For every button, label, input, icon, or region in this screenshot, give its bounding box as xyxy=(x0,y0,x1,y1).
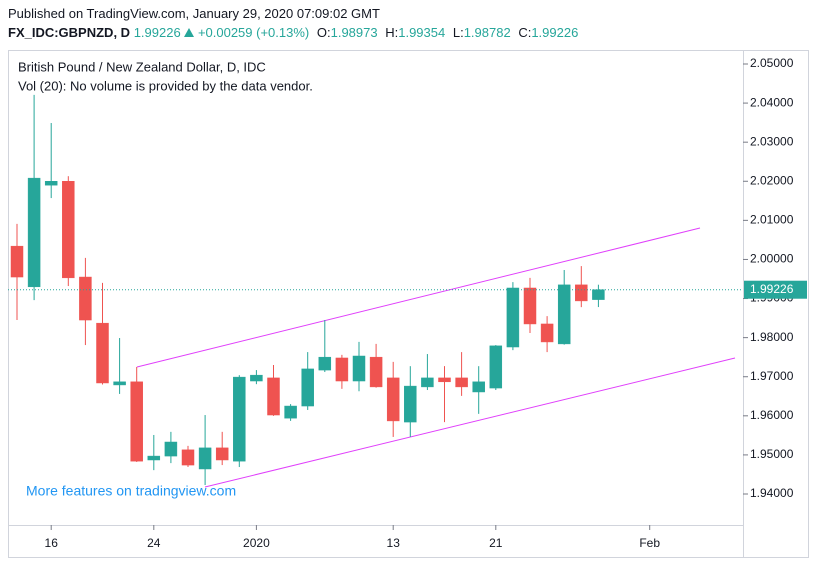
x-tick-label: 2020 xyxy=(243,536,270,550)
ohlc-label: H: xyxy=(385,25,399,40)
candle-body xyxy=(62,181,75,279)
last-price: 1.99226 xyxy=(133,25,181,40)
symbol: FX_IDC:GBPNZD, D xyxy=(8,25,131,40)
ohlc-value: 1.98782 xyxy=(463,25,511,40)
candle-body xyxy=(506,287,520,348)
candle-body xyxy=(472,381,485,393)
candle-body xyxy=(27,177,41,288)
y-tick-label: 1.97000 xyxy=(750,369,794,383)
ohlc-label: C: xyxy=(518,25,532,40)
y-tick-label: 2.04000 xyxy=(750,95,794,109)
y-tick-label: 1.96000 xyxy=(750,408,794,422)
y-tick-label: 2.00000 xyxy=(750,252,794,266)
x-tick-label: 24 xyxy=(147,536,161,550)
chart-frame xyxy=(8,50,809,558)
y-tick-label: 2.03000 xyxy=(750,134,794,148)
candle-body xyxy=(215,447,229,461)
x-tick-label: 21 xyxy=(489,536,503,550)
y-tick-label: 1.94000 xyxy=(750,486,794,500)
candle-body xyxy=(455,377,468,388)
ohlc-value: 1.98973 xyxy=(330,25,378,40)
candle-body xyxy=(557,284,571,345)
candle-body xyxy=(369,356,383,388)
chart-subtitle: Vol (20): No volume is provided by the d… xyxy=(18,78,313,93)
candle-body xyxy=(575,284,588,302)
trend-line xyxy=(204,357,736,488)
promo-link[interactable]: More features on tradingview.com xyxy=(26,483,236,499)
candle-body xyxy=(438,377,451,383)
candle-body xyxy=(335,357,349,382)
change: +0.00259 (+0.13%) xyxy=(197,25,310,40)
chart-title: British Pound / New Zealand Dollar, D, I… xyxy=(18,59,266,74)
candle-body xyxy=(386,377,400,422)
up-arrow xyxy=(184,28,195,37)
candle-body xyxy=(267,377,280,416)
candle-body xyxy=(540,323,554,343)
candle-body xyxy=(164,441,178,457)
y-tick-label: 2.01000 xyxy=(750,213,794,227)
x-tick-label: Feb xyxy=(639,536,660,550)
symbol-line: FX_IDC:GBPNZD, D 1.99226 +0.00259 (+0.13… xyxy=(8,25,578,40)
x-tick-label: 16 xyxy=(45,536,59,550)
candle-body xyxy=(10,245,24,278)
trend-line xyxy=(136,227,701,368)
ohlc-value: 1.99226 xyxy=(531,25,579,40)
x-tick-label: 13 xyxy=(387,536,401,550)
ohlc-label: L: xyxy=(452,25,464,40)
candle-body xyxy=(250,374,263,382)
last-price-box xyxy=(744,280,807,299)
candle-body xyxy=(301,368,314,407)
ohlc-label: O: xyxy=(316,25,331,40)
candle-body xyxy=(96,322,109,384)
y-tick-label: 2.05000 xyxy=(750,56,794,70)
candle-body xyxy=(523,287,537,325)
candle-body xyxy=(318,356,332,371)
candle-body xyxy=(233,376,246,462)
y-tick-label: 1.95000 xyxy=(750,447,794,461)
published-line: Published on TradingView.com, January 29… xyxy=(8,6,380,21)
candle-body xyxy=(352,355,366,382)
candle-body xyxy=(404,385,417,423)
y-tick-label: 1.98000 xyxy=(750,330,794,344)
candle-body xyxy=(79,276,92,321)
candle-body xyxy=(284,405,297,419)
candle-body xyxy=(147,455,161,461)
last-price-label: 1.99226 xyxy=(750,282,794,296)
candle-body xyxy=(44,181,58,186)
ohlc-value: 1.99354 xyxy=(398,25,446,40)
candle-body xyxy=(592,289,605,300)
candle-body xyxy=(181,449,195,466)
candle-body xyxy=(113,381,126,386)
y-tick-label: 2.02000 xyxy=(750,173,794,187)
candle-body xyxy=(130,381,143,462)
candle-body xyxy=(198,447,212,470)
candle-body xyxy=(489,345,503,389)
candle-body xyxy=(421,377,434,388)
